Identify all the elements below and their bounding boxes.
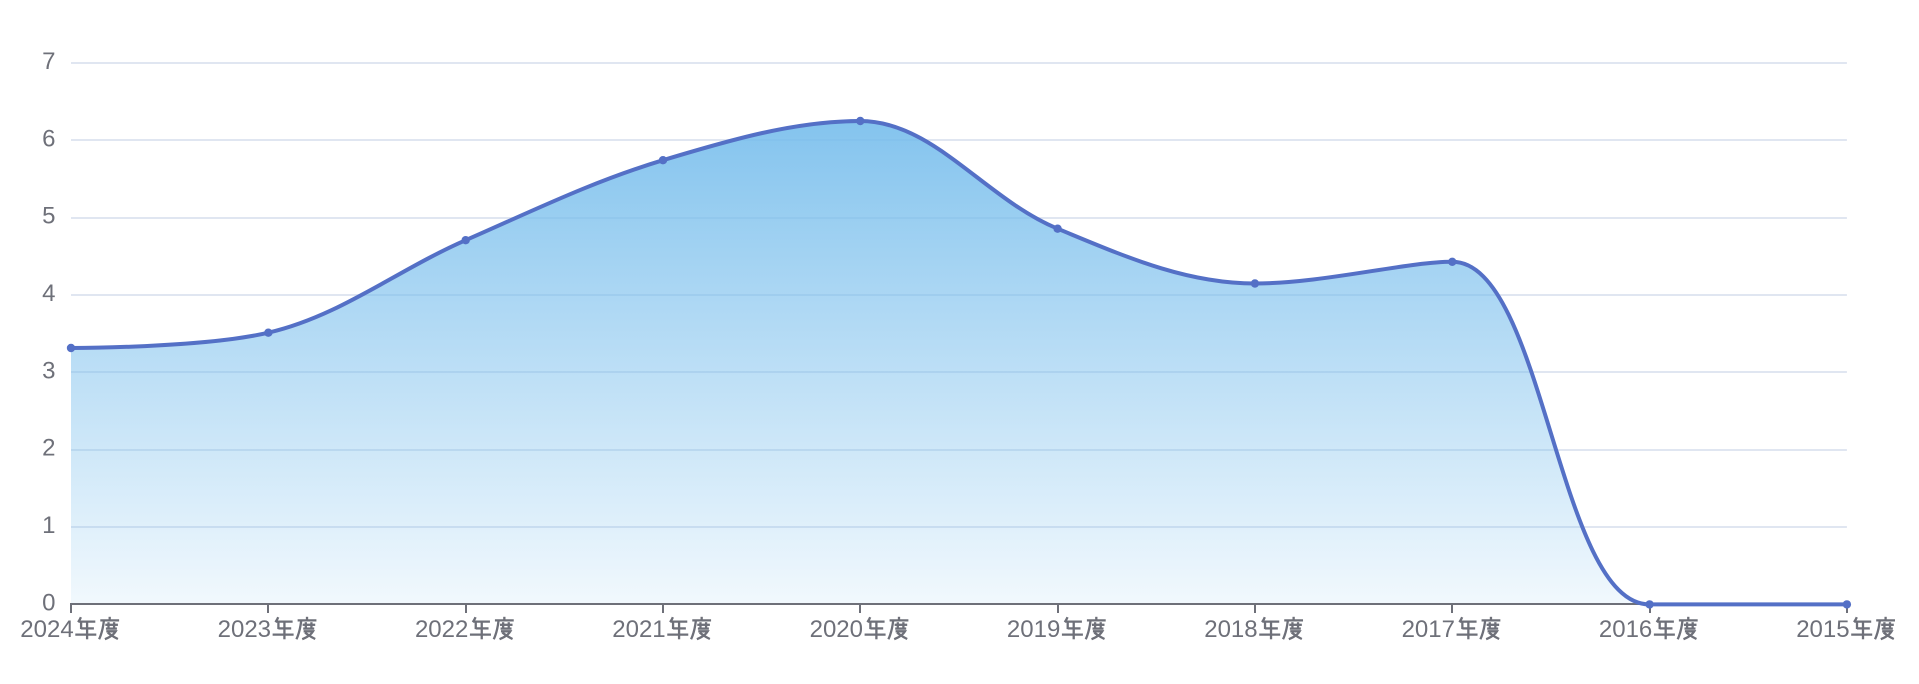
svg-text:2024: 2024	[20, 616, 73, 643]
svg-text:1: 1	[42, 512, 55, 539]
svg-text:5: 5	[42, 203, 55, 230]
svg-text:2: 2	[42, 435, 55, 462]
svg-text:2023: 2023	[218, 616, 271, 643]
svg-text:2022: 2022	[415, 616, 468, 643]
svg-text:2020: 2020	[810, 616, 863, 643]
svg-text:0: 0	[42, 589, 55, 616]
svg-text:2021: 2021	[612, 616, 665, 643]
svg-text:2015: 2015	[1796, 616, 1849, 643]
svg-text:7: 7	[42, 48, 55, 75]
svg-text:2017: 2017	[1402, 616, 1455, 643]
svg-text:4: 4	[42, 280, 55, 307]
svg-text:3: 3	[42, 357, 55, 384]
svg-text:2018: 2018	[1204, 616, 1257, 643]
svg-text:2016: 2016	[1599, 616, 1652, 643]
svg-text:2019: 2019	[1007, 616, 1060, 643]
svg-text:6: 6	[42, 125, 55, 152]
